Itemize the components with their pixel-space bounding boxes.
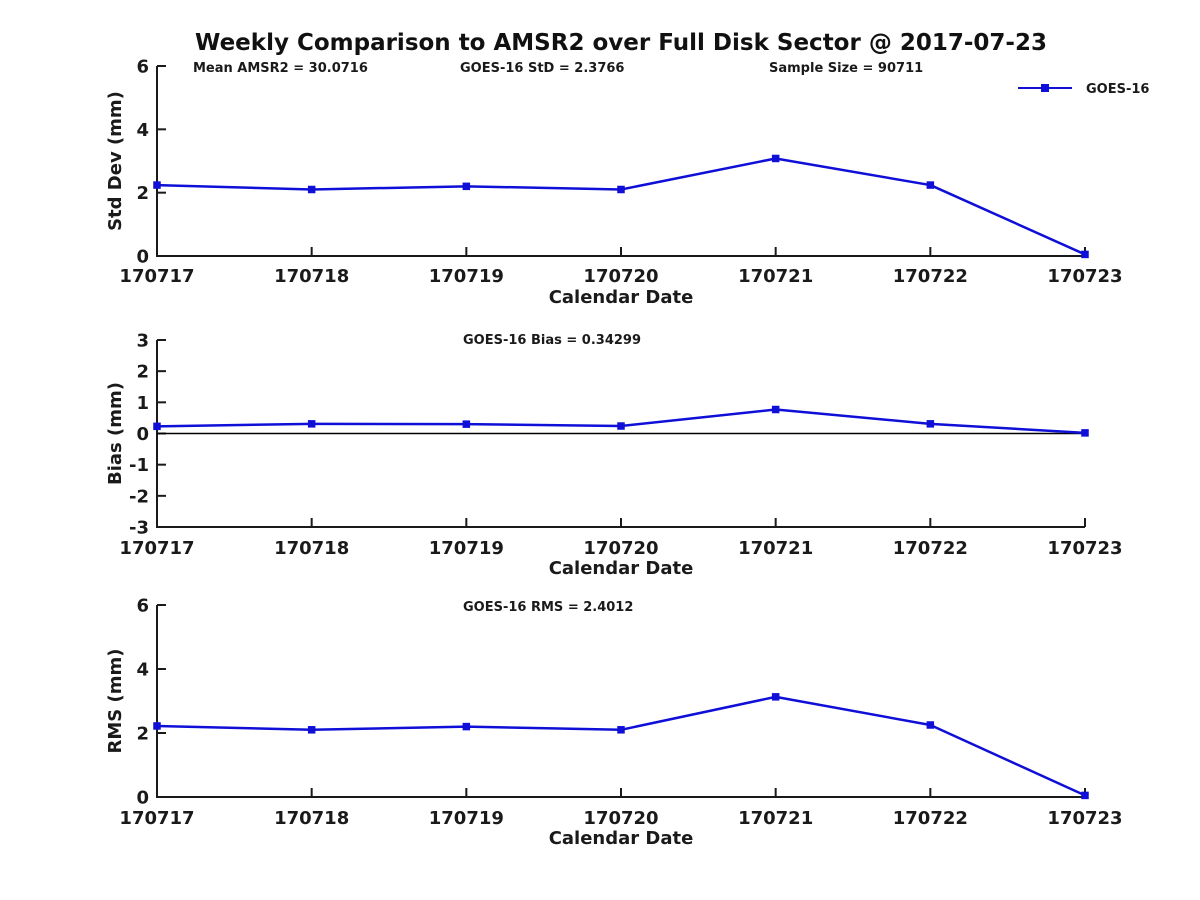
data-point-marker: [1081, 250, 1089, 259]
y-tick-label: 3: [136, 331, 149, 352]
x-tick-label: 170720: [583, 538, 658, 559]
page-title: Weekly Comparison to AMSR2 over Full Dis…: [195, 30, 1047, 56]
y-tick-label: 2: [136, 183, 149, 204]
data-point-marker: [462, 722, 471, 731]
x-tick-label: 170721: [738, 808, 813, 829]
data-point-marker: [462, 182, 471, 191]
y-tick-label: 0: [136, 247, 149, 268]
data-point-marker: [307, 185, 316, 194]
y-tick-label: 6: [136, 57, 149, 78]
x-tick-label: 170718: [274, 266, 349, 287]
x-tick-label: 170721: [738, 266, 813, 287]
x-tick-label: 170722: [893, 538, 968, 559]
x-tick-label: 170718: [274, 808, 349, 829]
y-tick-label: 4: [136, 660, 149, 681]
y-tick-label: 1: [136, 393, 149, 414]
y-tick-label: 2: [136, 362, 149, 383]
y-tick-label: -2: [129, 486, 149, 507]
data-point-marker: [1081, 791, 1089, 800]
x-axis-label: Calendar Date: [549, 287, 694, 308]
rms-chart: 0 2 4 6 170717 170718 170719 170720 170721 170722…: [105, 596, 1123, 850]
x-tick-label: 170720: [583, 808, 658, 829]
annotation: GOES-16 StD = 2.3766: [460, 61, 624, 76]
x-tick-label: 170717: [119, 266, 194, 287]
annotation: Sample Size = 90711: [769, 61, 923, 76]
std-dev-chart: 0 2 4 6 170717 170718 170719 170720 170721 170722…: [105, 57, 1149, 309]
data-line: [156, 157, 1086, 256]
data-point-marker: [771, 405, 780, 414]
x-tick-label: 170719: [429, 808, 504, 829]
x-tick-label: 170720: [583, 266, 658, 287]
data-point-marker: [926, 420, 935, 428]
x-tick-label: 170717: [119, 538, 194, 559]
bias-chart: -3 -2 -1 0 1 2 3 170717 170718 170719 170720 170721…: [105, 331, 1123, 580]
y-tick-label: 0: [136, 424, 149, 445]
data-point-marker: [771, 693, 780, 701]
data-point-marker: [307, 726, 316, 734]
x-axis-label: Calendar Date: [549, 558, 694, 579]
x-tick-label: 170719: [429, 538, 504, 559]
y-tick-label: 0: [136, 788, 149, 809]
y-axis-label: Std Dev (mm): [105, 91, 126, 231]
annotation: Mean AMSR2 = 30.0716: [193, 61, 368, 76]
data-point-marker: [926, 721, 935, 729]
x-tick-label: 170723: [1047, 538, 1122, 559]
data-point-marker: [307, 420, 316, 428]
data-point-marker: [771, 154, 780, 163]
annotation: GOES-16 Bias = 0.34299: [463, 333, 641, 348]
x-tick-label: 170723: [1047, 808, 1122, 829]
x-tick-label: 170718: [274, 538, 349, 559]
x-tick-label: 170721: [738, 538, 813, 559]
data-point-marker: [1081, 429, 1089, 437]
data-point-marker: [617, 422, 625, 430]
x-tick-label: 170719: [429, 266, 504, 287]
y-tick-label: 6: [136, 596, 149, 617]
x-tick-label: 170723: [1047, 266, 1122, 287]
y-axis-label: Bias (mm): [105, 382, 126, 485]
x-tick-label: 170722: [893, 266, 968, 287]
y-tick-label: -1: [129, 455, 149, 476]
data-point-marker: [617, 726, 625, 734]
data-point-marker: [153, 181, 161, 189]
data-point-marker: [462, 420, 471, 428]
y-tick-label: 2: [136, 724, 149, 745]
y-tick-label: 4: [136, 120, 149, 141]
data-point-marker: [617, 185, 625, 194]
x-tick-label: 170722: [893, 808, 968, 829]
data-point-marker: [926, 181, 935, 189]
data-point-marker: [153, 722, 161, 730]
legend-marker: [1041, 84, 1049, 92]
y-axis-label: RMS (mm): [105, 649, 126, 754]
x-tick-label: 170717: [119, 808, 194, 829]
x-axis-label: Calendar Date: [549, 828, 694, 849]
data-point-marker: [153, 422, 161, 431]
annotation: GOES-16 RMS = 2.4012: [463, 600, 633, 615]
legend-label: GOES-16: [1086, 82, 1149, 97]
y-tick-label: -3: [129, 518, 149, 539]
data-line: [156, 695, 1086, 797]
